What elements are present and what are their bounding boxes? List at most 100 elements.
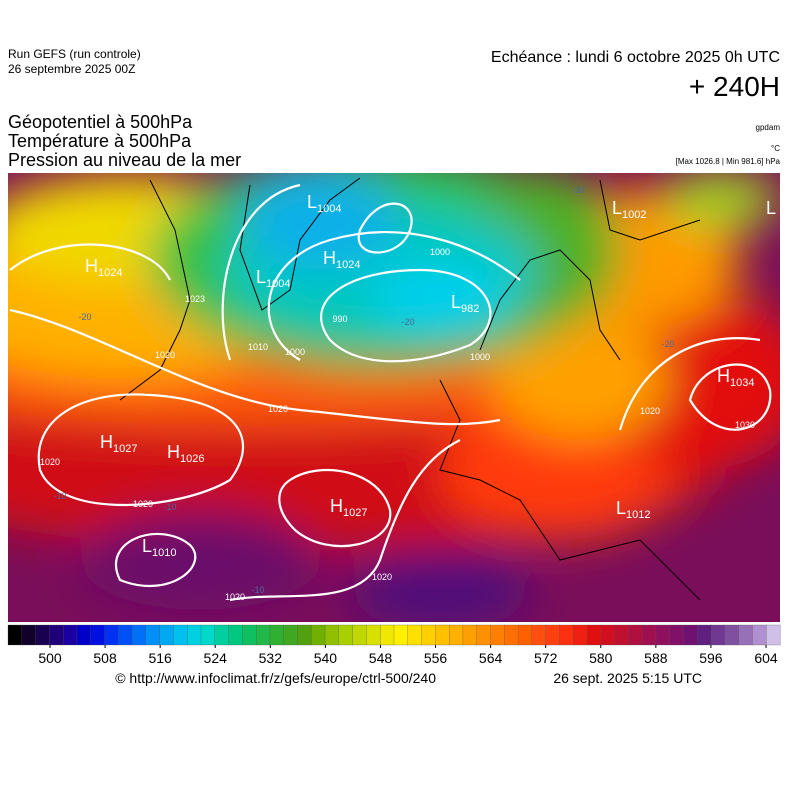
center-value: 1024: [98, 267, 122, 279]
pressure-center: L1012: [616, 498, 651, 521]
pressure-center: L1004: [256, 267, 291, 290]
temperature-label: -30: [571, 185, 584, 195]
coastlines: [119, 177, 701, 601]
colorbar-swatch: [242, 624, 257, 646]
title-line: Pression au niveau de la mer: [8, 150, 241, 170]
center-letter: L: [616, 498, 626, 518]
center-value: 1024: [336, 259, 360, 271]
pressure-center: H1027: [330, 496, 367, 519]
colorbar-swatch: [269, 624, 285, 646]
isobar-label: 1000: [430, 247, 450, 257]
center-letter: H: [85, 256, 98, 276]
center-value: 1027: [113, 443, 137, 455]
run-label: Run GEFS (run controle): [8, 47, 141, 61]
temperature-label: -10: [251, 585, 264, 595]
isobar-label: 1020: [640, 406, 660, 416]
temperature-label: -10: [53, 491, 66, 501]
colorbar-swatch: [159, 624, 174, 646]
pressure-center: L: [766, 198, 776, 218]
center-letter: H: [323, 248, 336, 268]
isobar-label: 1020: [133, 499, 153, 509]
temperature-label: -20: [661, 339, 674, 349]
center-value: 1027: [343, 507, 367, 519]
temperature-label: -20: [401, 317, 414, 327]
isobar-label: 1023: [185, 294, 205, 304]
colorbar-swatch: [421, 624, 436, 646]
colorbar-swatch: [462, 624, 478, 646]
colorbar-swatch: [380, 624, 395, 646]
isobar-label: 1010: [248, 342, 268, 352]
colorbar-tick-label: 500: [38, 650, 62, 666]
colorbar-swatch: [352, 624, 367, 646]
center-value: 1004: [317, 203, 341, 215]
center-letter: L: [612, 198, 622, 218]
colorbar-swatch: [214, 624, 230, 646]
colorbar-swatch: [311, 624, 326, 646]
center-letter: L: [142, 536, 152, 556]
colorbar-tick-label: 588: [644, 650, 668, 666]
colorbar-tick-label: 532: [259, 650, 283, 666]
colorbar-swatch: [173, 624, 188, 646]
pressure-center: H1024: [85, 256, 122, 279]
colorbar-swatch: [187, 624, 202, 646]
center-letter: L: [307, 192, 317, 212]
unit-label: °C: [771, 144, 780, 153]
colorbar-tick-label: 580: [589, 650, 613, 666]
isobar-label: 1020: [225, 592, 245, 602]
center-letter: H: [330, 496, 343, 516]
colorbar-tick-label: 604: [754, 650, 778, 666]
center-value: 1026: [180, 453, 204, 465]
colorbar-swatch: [366, 624, 381, 646]
colorbar-swatch: [586, 624, 602, 646]
isobar-label: 1020: [155, 350, 175, 360]
colorbar-swatch: [628, 624, 643, 646]
title-line: Géopotentiel à 500hPa: [8, 112, 193, 132]
center-value: 1034: [730, 377, 754, 389]
colorbar-tick-label: 540: [314, 650, 338, 666]
title-line: Température à 500hPa: [8, 131, 192, 151]
temperature-label: -10: [163, 502, 176, 512]
colorbar-swatch: [145, 624, 161, 646]
isobar-label: 990: [332, 314, 347, 324]
center-value: 1010: [152, 547, 176, 559]
colorbar-swatch: [435, 624, 450, 646]
isobar-label: 1000: [470, 352, 490, 362]
colorbar-swatch: [7, 624, 23, 646]
pressure-range: [Max 1026.8 | Min 981.6] hPa: [676, 157, 781, 166]
colorbar-swatch: [228, 624, 243, 646]
colorbar-swatch: [49, 624, 64, 646]
center-value: 1004: [266, 278, 290, 290]
temperature-label: -20: [78, 312, 91, 322]
colorbar-swatch: [752, 624, 767, 646]
colorbar-swatch: [35, 624, 50, 646]
run-date: 26 septembre 2025 00Z: [8, 62, 135, 76]
pressure-center: H1024: [323, 248, 360, 271]
colorbar-swatch: [200, 624, 216, 646]
colorbar-swatch: [655, 624, 671, 646]
colorbar-swatch: [90, 624, 105, 646]
isobar-label: 1020: [372, 572, 392, 582]
colorbar-swatch: [62, 624, 78, 646]
pressure-center: H1027: [100, 432, 137, 455]
isobars: [9, 183, 772, 602]
center-value: 1012: [626, 509, 650, 521]
center-value: 982: [461, 303, 479, 315]
colorbar-tick-label: 564: [479, 650, 503, 666]
pressure-center: H1026: [167, 442, 204, 465]
pressure-center: L1002: [612, 198, 647, 221]
isobar-label: 1030: [735, 420, 755, 430]
colorbar-tick-label: 556: [424, 650, 448, 666]
colorbar-tick-label: 516: [148, 650, 172, 666]
colorbar-swatch: [297, 624, 312, 646]
colorbar-swatch: [504, 624, 519, 646]
source-url: © http://www.infoclimat.fr/z/gefs/europe…: [115, 670, 436, 686]
center-letter: H: [100, 432, 113, 452]
valid-time: Echéance : lundi 6 octobre 2025 0h UTC: [491, 49, 780, 66]
isobar-label: 1000: [285, 347, 305, 357]
colorbar-swatch: [531, 624, 547, 646]
colorbar-swatch: [641, 624, 657, 646]
colorbar-swatch: [738, 624, 753, 646]
colorbar-swatch: [697, 624, 712, 646]
